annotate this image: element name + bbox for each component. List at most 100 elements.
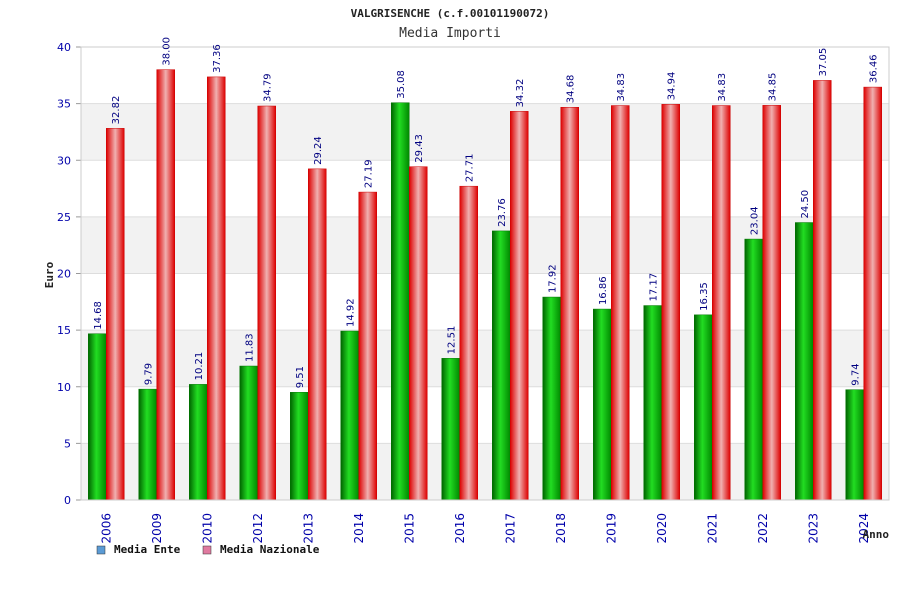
value-label-media-nazionale-2022: 34.85 xyxy=(768,73,779,102)
x-axis-label: Anno xyxy=(863,528,890,541)
bar-media-nazionale-2020 xyxy=(661,104,680,501)
bar-media-nazionale-2006 xyxy=(106,128,125,501)
value-label-media-ente-2016: 12.51 xyxy=(447,326,458,355)
value-label-media-nazionale-2019: 34.83 xyxy=(616,73,627,102)
x-tick-label-2014: 2014 xyxy=(352,513,366,544)
bar-media-ente-2022 xyxy=(744,238,763,501)
bar-media-ente-2020 xyxy=(643,305,662,501)
value-label-media-nazionale-2014: 27.19 xyxy=(364,159,375,188)
value-label-media-nazionale-2016: 27.71 xyxy=(465,154,476,183)
value-label-media-nazionale-2024: 36.46 xyxy=(869,54,880,83)
bar-media-ente-2017 xyxy=(492,230,511,501)
value-label-media-ente-2009: 9.79 xyxy=(144,363,155,385)
bar-media-ente-2018 xyxy=(542,296,561,501)
x-tick-label-2017: 2017 xyxy=(503,513,517,544)
value-label-media-nazionale-2006: 32.82 xyxy=(111,96,122,125)
x-tick-label-2010: 2010 xyxy=(200,513,214,544)
value-label-media-ente-2006: 14.68 xyxy=(93,301,104,330)
x-tick-label-2021: 2021 xyxy=(705,513,719,544)
x-tick-label-2012: 2012 xyxy=(251,513,265,544)
value-label-media-ente-2022: 23.04 xyxy=(750,206,761,235)
bar-media-nazionale-2014 xyxy=(358,191,377,501)
value-labels: 14.68 32.82 9.79 38.00 10.21 37.36 11.83 34.79 9… xyxy=(93,37,880,388)
x-tick-label-2009: 2009 xyxy=(150,513,164,544)
bar-media-ente-2023 xyxy=(795,222,814,501)
value-label-media-nazionale-2009: 38.00 xyxy=(162,37,173,66)
value-label-media-ente-2021: 16.35 xyxy=(699,282,710,311)
chart-subtitle: Media Importi xyxy=(399,26,501,41)
bar-media-nazionale-2012 xyxy=(257,105,276,501)
bar-media-ente-2014 xyxy=(340,330,359,501)
x-tick-label-2019: 2019 xyxy=(604,513,618,544)
bar-media-nazionale-2010 xyxy=(207,76,226,501)
x-tick-labels: 2006 2009 2010 2012 2013 2014 2015 2016 2017 2018… xyxy=(99,513,871,544)
legend-swatch-media-nazionale xyxy=(202,545,212,555)
value-label-media-ente-2010: 10.21 xyxy=(194,352,205,381)
bar-media-nazionale-2016 xyxy=(459,185,478,501)
x-tick-label-2006: 2006 xyxy=(99,513,113,544)
y-tick-labels: 0 5 10 15 20 25 30 35 40 xyxy=(57,41,71,507)
value-label-media-ente-2013: 9.51 xyxy=(295,366,306,388)
bar-media-nazionale-2024 xyxy=(863,86,882,501)
value-label-media-nazionale-2012: 34.79 xyxy=(263,73,274,102)
value-label-media-ente-2019: 16.86 xyxy=(598,276,609,305)
bar-media-nazionale-2022 xyxy=(762,105,781,501)
value-label-media-ente-2015: 35.08 xyxy=(396,70,407,99)
y-axis-label: Euro xyxy=(43,261,56,288)
bar-media-nazionale-2013 xyxy=(308,168,327,501)
value-label-media-nazionale-2010: 37.36 xyxy=(212,44,223,73)
value-label-media-ente-2012: 11.83 xyxy=(245,333,256,362)
value-label-media-ente-2020: 17.17 xyxy=(649,273,660,302)
bar-media-ente-2006 xyxy=(88,333,107,501)
legend-label-media-ente: Media Ente xyxy=(114,543,181,556)
y-tick-label: 20 xyxy=(57,268,71,281)
bar-media-nazionale-2021 xyxy=(712,105,731,501)
chart-title: VALGRISENCHE (c.f.00101190072) xyxy=(351,7,550,20)
value-label-media-nazionale-2021: 34.83 xyxy=(717,73,728,102)
y-tick-label: 0 xyxy=(64,494,71,507)
y-tick-label: 40 xyxy=(57,41,71,54)
bar-media-ente-2015 xyxy=(391,102,410,501)
bar-media-ente-2012 xyxy=(239,365,258,501)
value-label-media-nazionale-2017: 34.32 xyxy=(515,79,526,108)
legend: Media Ente Media Nazionale xyxy=(96,543,320,556)
x-tick-label-2015: 2015 xyxy=(402,513,416,544)
axes xyxy=(76,46,890,501)
y-tick-label: 10 xyxy=(57,381,71,394)
y-tick-label: 30 xyxy=(57,154,71,167)
x-tick-label-2016: 2016 xyxy=(453,513,467,544)
x-tick-label-2023: 2023 xyxy=(806,513,820,544)
bar-media-ente-2024 xyxy=(845,389,864,501)
bar-media-ente-2019 xyxy=(593,308,612,501)
bar-media-ente-2016 xyxy=(441,358,460,501)
x-tick-label-2013: 2013 xyxy=(301,513,315,544)
value-label-media-nazionale-2018: 34.68 xyxy=(566,75,577,104)
value-label-media-nazionale-2013: 29.24 xyxy=(313,136,324,165)
value-label-media-nazionale-2015: 29.43 xyxy=(414,134,425,163)
x-tick-label-2018: 2018 xyxy=(554,513,568,544)
bar-media-ente-2009 xyxy=(138,388,157,501)
value-label-media-ente-2018: 17.92 xyxy=(548,264,559,293)
y-tick-label: 35 xyxy=(57,98,71,111)
bar-media-ente-2013 xyxy=(290,392,309,501)
bar-media-ente-2010 xyxy=(189,384,208,501)
bar-media-nazionale-2018 xyxy=(560,106,579,501)
value-label-media-nazionale-2020: 34.94 xyxy=(667,72,678,101)
legend-label-media-nazionale: Media Nazionale xyxy=(220,543,320,556)
bar-media-nazionale-2023 xyxy=(813,80,832,501)
bar-media-nazionale-2009 xyxy=(156,69,175,501)
value-label-media-ente-2023: 24.50 xyxy=(800,190,811,219)
x-tick-label-2024: 2024 xyxy=(857,513,871,544)
bars xyxy=(88,69,882,501)
y-tick-label: 15 xyxy=(57,324,71,337)
legend-swatch-media-ente xyxy=(96,545,106,555)
bar-media-nazionale-2019 xyxy=(611,105,630,501)
y-tick-label: 25 xyxy=(57,211,71,224)
value-label-media-ente-2014: 14.92 xyxy=(346,298,357,327)
bar-media-nazionale-2017 xyxy=(510,111,529,501)
bar-media-nazionale-2015 xyxy=(409,166,428,501)
value-label-media-nazionale-2023: 37.05 xyxy=(818,48,829,77)
value-label-media-ente-2017: 23.76 xyxy=(497,198,508,227)
value-label-media-ente-2024: 9.74 xyxy=(851,363,862,385)
